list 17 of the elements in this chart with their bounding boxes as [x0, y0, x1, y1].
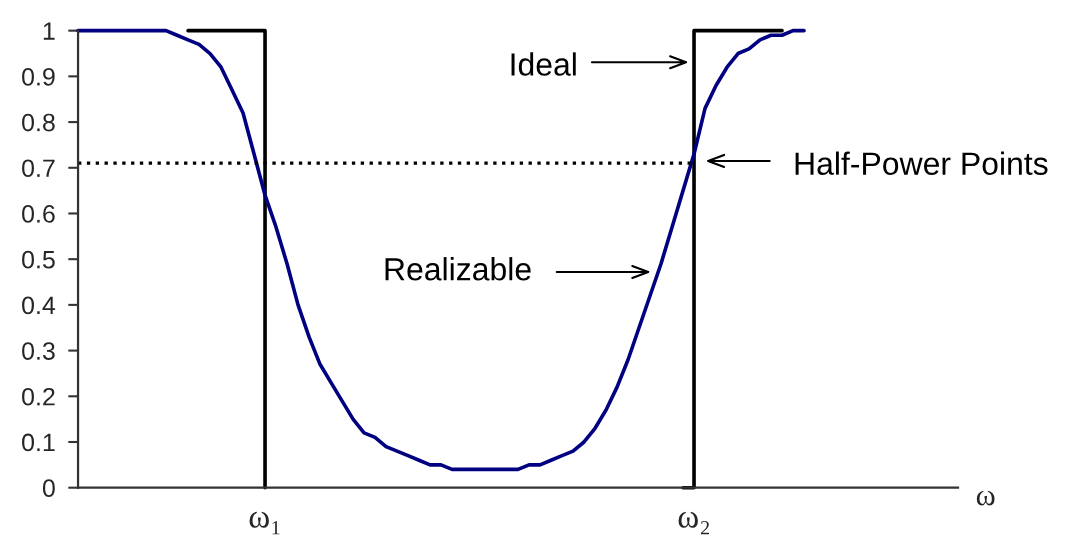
y-tick-label: 0.2	[22, 387, 55, 406]
x-tick-label: ω₁	[249, 511, 280, 535]
y-tick-label: 0	[42, 479, 55, 497]
annotation: Half-Power Points	[795, 151, 1048, 175]
y-tick-label: 0.5	[22, 250, 55, 269]
y-tick-label: 0.1	[22, 433, 55, 452]
y-tick-label: 0.8	[22, 113, 55, 132]
y-tick-label: 1	[43, 22, 55, 40]
y-tick-label: 0.3	[22, 342, 55, 360]
x-tick-label: ω₂	[678, 511, 709, 535]
y-tick-label: 0.4	[22, 296, 56, 315]
x-axis-title: ω	[976, 490, 995, 506]
y-tick-label: 0.9	[22, 67, 55, 86]
annotation: Ideal	[511, 52, 576, 76]
y-tick-label: 0.7	[22, 159, 55, 178]
y-tick-label: 0.6	[22, 205, 55, 223]
annotation: Realizable	[385, 257, 531, 281]
